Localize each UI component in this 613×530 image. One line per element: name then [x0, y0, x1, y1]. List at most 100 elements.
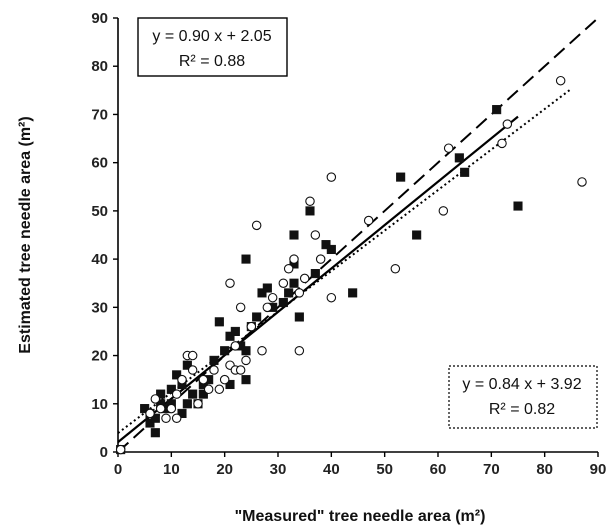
point-circle-4 — [161, 413, 171, 423]
point-square-4 — [150, 428, 160, 438]
y-tick-label-9: 90 — [91, 10, 108, 27]
y-axis-title: Estimated tree needle area (m²) — [17, 116, 34, 353]
point-square-51 — [492, 105, 502, 115]
point-circle-26 — [251, 220, 262, 231]
y-tick-label-3: 30 — [91, 299, 108, 316]
y-tick-label-5: 50 — [91, 203, 108, 220]
x-tick-label-3: 30 — [270, 461, 287, 478]
point-square-21 — [209, 355, 219, 365]
r2-solid-text: R² = 0.88 — [179, 53, 245, 70]
y-tick-label-4: 40 — [91, 251, 108, 268]
point-circle-22 — [235, 365, 246, 375]
point-circle-28 — [262, 302, 273, 313]
point-square-23 — [220, 346, 230, 356]
point-circle-15 — [209, 365, 219, 375]
point-square-37 — [284, 288, 294, 298]
point-square-25 — [225, 331, 235, 341]
ticks: 0 10 20 30 40 50 60 70 80 90 0 10 20 30 40 50 60 70 80 90 — [91, 10, 606, 478]
point-square-38 — [289, 278, 299, 288]
point-circle-12 — [193, 399, 203, 409]
point-circle-41 — [363, 215, 374, 226]
point-circle-19 — [225, 278, 235, 288]
point-square-43 — [310, 269, 320, 279]
x-tick-label-7: 70 — [483, 461, 500, 478]
x-tick-label-6: 60 — [430, 461, 447, 478]
point-square-12 — [177, 408, 187, 418]
point-square-28 — [241, 375, 251, 385]
point-square-5 — [150, 413, 160, 423]
x-tick-label-2: 20 — [216, 461, 233, 478]
y-tick-label-6: 60 — [91, 155, 108, 172]
fit-line-dashed — [117, 17, 599, 453]
point-circle-6 — [171, 389, 182, 399]
point-square-29 — [241, 346, 251, 356]
point-square-40 — [294, 312, 304, 322]
point-square-26 — [230, 326, 240, 336]
axes — [117, 18, 598, 453]
point-square-10 — [166, 384, 176, 394]
point-circle-23 — [235, 302, 246, 313]
equation-solid-text: y = 0.90 x + 2.05 — [152, 28, 271, 45]
point-circle-7 — [171, 413, 182, 423]
point-square-47 — [396, 172, 406, 182]
point-circle-33 — [294, 345, 305, 356]
point-circle-39 — [326, 292, 337, 303]
point-square-49 — [454, 153, 464, 163]
point-circle-1 — [145, 408, 155, 419]
point-circle-46 — [502, 119, 513, 129]
point-circle-13 — [198, 374, 209, 385]
r2-dotted-text: R² = 0.82 — [489, 401, 555, 418]
point-circle-3 — [155, 403, 166, 414]
point-circle-38 — [315, 254, 326, 264]
data-points — [115, 75, 587, 455]
point-square-16 — [188, 389, 198, 399]
point-circle-27 — [257, 345, 267, 356]
point-square-7 — [156, 389, 166, 399]
point-circle-17 — [219, 374, 230, 385]
point-square-24 — [225, 379, 235, 390]
point-circle-2 — [150, 394, 161, 404]
y-tick-label-1: 10 — [91, 396, 108, 413]
point-square-36 — [278, 297, 288, 308]
x-tick-label-5: 50 — [376, 461, 393, 478]
point-circle-8 — [177, 374, 187, 385]
point-circle-47 — [555, 75, 566, 86]
point-circle-10 — [187, 350, 198, 361]
point-circle-45 — [497, 138, 507, 149]
y-tick-label-2: 20 — [91, 348, 108, 365]
point-square-48 — [412, 230, 422, 240]
point-circle-32 — [289, 254, 299, 264]
point-circle-5 — [166, 403, 177, 414]
point-circle-21 — [230, 341, 241, 351]
point-square-34 — [262, 283, 272, 293]
point-square-42 — [305, 206, 315, 216]
point-circle-25 — [246, 321, 257, 332]
point-square-52 — [513, 201, 523, 211]
point-circle-24 — [241, 355, 251, 366]
point-square-41 — [289, 230, 299, 240]
point-square-46 — [348, 288, 358, 298]
point-square-3 — [145, 418, 155, 428]
point-square-50 — [460, 167, 470, 177]
point-circle-48 — [577, 177, 587, 187]
point-circle-43 — [438, 206, 449, 216]
point-circle-14 — [203, 384, 214, 395]
point-circle-29 — [267, 292, 278, 303]
x-axis-title: "Measured" tree needle area (m²) — [235, 508, 486, 525]
equation-dotted-text: y = 0.84 x + 3.92 — [462, 376, 581, 393]
point-circle-30 — [278, 278, 289, 288]
point-square-14 — [182, 399, 192, 409]
point-circle-40 — [326, 172, 337, 182]
point-circle-37 — [310, 230, 321, 240]
point-circle-0 — [115, 444, 126, 455]
y-tick-label-0: 0 — [100, 444, 108, 461]
point-circle-35 — [299, 273, 310, 284]
point-circle-44 — [443, 143, 454, 153]
point-square-30 — [241, 254, 251, 264]
x-tick-label-0: 0 — [114, 461, 122, 478]
point-circle-34 — [294, 288, 305, 298]
point-square-22 — [214, 317, 224, 327]
equation-box-dotted-frame — [448, 365, 598, 429]
point-square-33 — [257, 288, 267, 298]
